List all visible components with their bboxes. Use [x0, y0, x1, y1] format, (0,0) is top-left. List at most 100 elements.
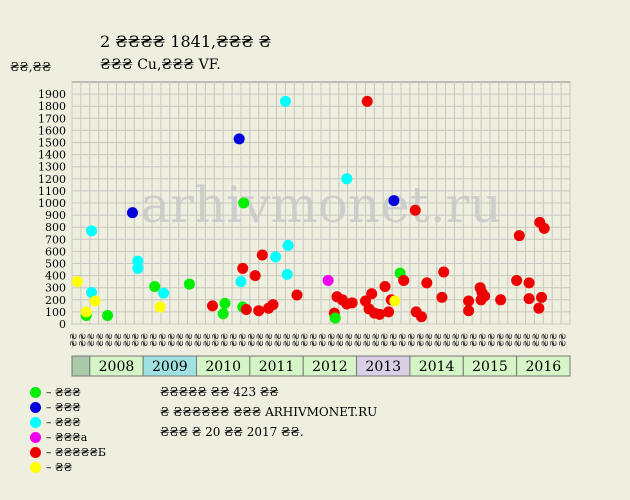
x-quarter-label: ₴₴ — [230, 333, 240, 347]
data-point — [158, 287, 170, 299]
data-point — [249, 270, 261, 282]
x-quarter-label: ₴₴ — [96, 333, 106, 347]
y-tick-label: 1600 — [38, 124, 66, 137]
data-point — [383, 306, 395, 318]
x-quarter-label: ₴₴ — [141, 333, 151, 347]
x-quarter-label: ₴₴ — [256, 333, 266, 347]
legend-label: – ₴₴₴а — [46, 431, 88, 444]
year-label: 2015 — [472, 359, 508, 375]
chart-subtitle: ₴₴₴ Cu,₴₴₴ VF. — [100, 57, 221, 73]
data-point — [86, 287, 98, 299]
data-point — [149, 280, 161, 292]
x-quarter-label: ₴₴ — [345, 333, 355, 347]
data-point — [80, 306, 92, 318]
data-point — [233, 133, 245, 145]
x-quarter-label: ₴₴ — [238, 333, 248, 347]
data-point — [361, 95, 373, 107]
year-label: 2014 — [419, 359, 455, 375]
legend-item: – ₴₴ — [30, 460, 106, 475]
year-label: 2008 — [99, 359, 135, 375]
y-tick-label: 100 — [45, 306, 66, 319]
watermark: arhivmonet.ru — [140, 176, 502, 234]
x-quarter-label: ₴₴ — [541, 333, 551, 347]
data-point — [366, 288, 378, 300]
data-point — [523, 277, 535, 289]
data-point — [253, 305, 265, 317]
data-point — [267, 299, 279, 311]
data-point — [511, 274, 523, 286]
x-quarter-label: ₴₴ — [487, 333, 497, 347]
x-quarter-label: ₴₴ — [461, 333, 471, 347]
note-count: ₴₴₴₴₴ ₴₴ 423 ₴₴ — [160, 385, 279, 399]
x-quarter-label: ₴₴ — [301, 333, 311, 347]
x-quarter-label: ₴₴ — [559, 333, 569, 347]
data-point — [379, 280, 391, 292]
data-point — [282, 239, 294, 251]
x-quarter-label: ₴₴ — [310, 333, 320, 347]
data-point — [538, 222, 550, 234]
x-quarter-label: ₴₴ — [203, 333, 213, 347]
y-tick-label: 1800 — [38, 100, 66, 113]
data-point — [281, 268, 293, 280]
x-quarter-label: ₴₴ — [496, 333, 506, 347]
x-quarter-label: ₴₴ — [523, 333, 533, 347]
x-quarter-label: ₴₴ — [78, 333, 88, 347]
legend-label: – ₴₴ — [46, 461, 73, 474]
x-quarter-label: ₴₴ — [550, 333, 560, 347]
data-point — [237, 262, 249, 274]
data-point — [533, 302, 545, 314]
x-quarter-label: ₴₴ — [194, 333, 204, 347]
x-quarter-label: ₴₴ — [158, 333, 168, 347]
y-tick-label: 1500 — [38, 137, 66, 150]
x-quarter-label: ₴₴ — [132, 333, 142, 347]
x-quarter-label: ₴₴ — [149, 333, 159, 347]
data-point — [322, 274, 334, 286]
data-point — [329, 312, 341, 324]
data-point — [238, 197, 250, 209]
x-quarter-label: ₴₴ — [336, 333, 346, 347]
y-tick-label: 1300 — [38, 161, 66, 174]
y-tick-label: 1000 — [38, 197, 66, 210]
note-date: ₴₴₴ ₴ 20 ₴₴ 2017 ₴₴. — [160, 425, 304, 439]
legend-item: – ₴₴₴ — [30, 385, 106, 400]
y-tick-label: 500 — [45, 258, 66, 271]
y-tick-label: 1900 — [38, 88, 66, 101]
x-quarter-label: ₴₴ — [425, 333, 435, 347]
y-tick-label: 1200 — [38, 173, 66, 186]
data-point — [341, 173, 353, 185]
data-point — [279, 95, 291, 107]
data-point — [183, 278, 195, 290]
data-point — [154, 301, 166, 313]
data-point — [219, 297, 231, 309]
legend-item: – ₴₴₴ — [30, 400, 106, 415]
x-quarter-label: ₴₴ — [292, 333, 302, 347]
data-point — [235, 276, 247, 288]
x-quarter-label: ₴₴ — [212, 333, 222, 347]
data-point — [421, 277, 433, 289]
data-point — [479, 290, 491, 302]
x-quarter-label: ₴₴ — [105, 333, 115, 347]
data-point — [132, 262, 144, 274]
y-tick-label: 1400 — [38, 149, 66, 162]
y-unit-label: ₴₴,₴₴ — [10, 60, 52, 74]
legend-label: – ₴₴₴ — [46, 401, 81, 414]
x-quarter-label: ₴₴ — [363, 333, 373, 347]
data-point — [86, 225, 98, 237]
chart-title: 2 ₴₴₴₴ 1841,₴₴₴ ₴ — [100, 32, 272, 51]
x-quarter-label: ₴₴ — [354, 333, 364, 347]
data-point — [463, 295, 475, 307]
legend-swatch-icon — [30, 387, 41, 398]
data-point — [89, 295, 101, 307]
x-quarter-label: ₴₴ — [470, 333, 480, 347]
data-point — [389, 295, 401, 307]
x-quarter-label: ₴₴ — [114, 333, 124, 347]
year-label: 2013 — [365, 359, 401, 375]
data-point — [217, 308, 229, 320]
x-quarter-label: ₴₴ — [505, 333, 515, 347]
x-quarter-label: ₴₴ — [443, 333, 453, 347]
year-label: 2011 — [259, 359, 295, 375]
year-label: 2016 — [526, 359, 562, 375]
x-quarter-label: ₴₴ — [265, 333, 275, 347]
x-quarter-label: ₴₴ — [247, 333, 257, 347]
